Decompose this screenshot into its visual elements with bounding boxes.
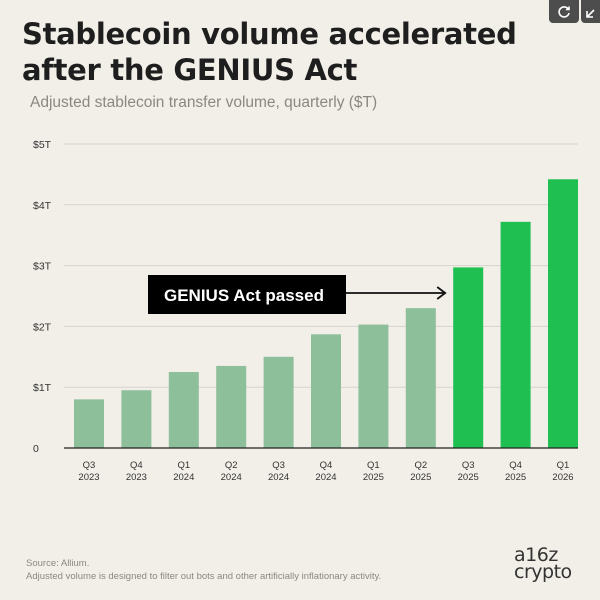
bar-pre-genius <box>216 365 247 448</box>
bar-pre-genius <box>311 334 341 448</box>
bar-pre-genius <box>263 356 294 448</box>
x-tick-quarter: Q3 <box>462 460 475 471</box>
x-tick-quarter: Q1 <box>557 460 570 471</box>
a16z-crypto-logo: a16z crypto <box>514 544 584 583</box>
x-tick-year: 2025 <box>363 472 384 483</box>
x-tick-quarter: Q3 <box>272 460 285 471</box>
x-tick-year: 2026 <box>552 472 573 483</box>
footnote: Adjusted volume is designed to filter ou… <box>26 571 382 582</box>
chart-subtitle: Adjusted stablecoin transfer volume, qua… <box>30 94 378 111</box>
y-tick-label: $3T <box>33 261 52 273</box>
x-tick-quarter: Q4 <box>320 460 333 471</box>
x-tick-quarter: Q4 <box>130 460 143 471</box>
y-tick-label: $2T <box>33 321 52 333</box>
x-tick-year: 2024 <box>268 472 289 483</box>
x-tick-year: 2024 <box>221 472 242 483</box>
bar-pre-genius <box>405 308 436 448</box>
bar-post-genius <box>500 221 531 448</box>
refresh-icon <box>558 5 570 18</box>
x-tick-year: 2025 <box>458 472 479 483</box>
y-tick-label: $4T <box>33 200 52 212</box>
annotation-label: GENIUS Act passed <box>164 286 324 305</box>
x-tick-year: 2025 <box>410 472 431 483</box>
bar-pre-genius <box>358 324 389 448</box>
x-tick-quarter: Q2 <box>225 460 238 471</box>
bar-post-genius <box>548 179 578 448</box>
bar-pre-genius <box>74 399 104 448</box>
annotation-box <box>148 275 346 314</box>
bar-post-genius <box>453 267 484 448</box>
x-tick-quarter: Q4 <box>509 460 522 471</box>
x-tick-year: 2024 <box>173 472 194 483</box>
x-tick-year: 2023 <box>126 472 147 483</box>
x-tick-quarter: Q1 <box>367 460 380 471</box>
x-tick-quarter: Q1 <box>177 460 190 471</box>
x-tick-quarter: Q2 <box>414 460 427 471</box>
x-tick-year: 2024 <box>315 472 336 483</box>
x-tick-quarter: Q3 <box>83 460 96 471</box>
logo-line-1: a16z <box>514 544 558 566</box>
bar-pre-genius <box>121 390 152 448</box>
logo-line-2: crypto <box>514 561 572 583</box>
bar-pre-genius <box>168 372 199 448</box>
expand-button[interactable] <box>581 0 600 23</box>
y-tick-label: $5T <box>33 139 52 151</box>
chart-title: Stablecoin volume accelerated after the … <box>22 17 517 87</box>
x-tick-year: 2023 <box>78 472 99 483</box>
y-tick-label: 0 <box>33 443 39 455</box>
refresh-button[interactable] <box>549 0 579 23</box>
x-tick-year: 2025 <box>505 472 526 483</box>
expand-icon <box>586 8 595 18</box>
annotation-arrow-head <box>436 286 447 300</box>
source-note: Source: Allium. <box>26 558 90 569</box>
y-tick-label: $1T <box>33 382 52 394</box>
